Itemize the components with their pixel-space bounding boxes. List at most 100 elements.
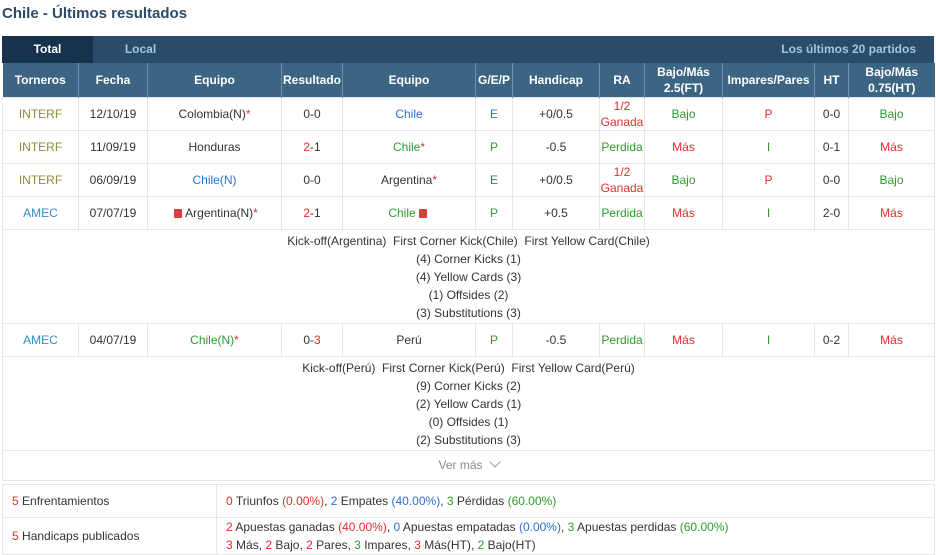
ht-score-cell: 0-2 — [814, 322, 849, 357]
away-team-cell[interactable]: Chile — [342, 96, 476, 131]
ra-cell: Perdida — [599, 322, 645, 357]
away-team-cell[interactable]: Chile* — [342, 129, 476, 164]
home-score: 0 — [303, 106, 310, 121]
tab-total[interactable]: Total — [2, 36, 93, 63]
col-header: Equipo — [147, 63, 282, 97]
col-header: Bajo/Más 2.5(FT) — [644, 63, 723, 97]
wins-pct: (0.00%) — [282, 493, 325, 508]
away-team[interactable]: Chile — [392, 139, 421, 154]
home-team[interactable]: Argentina(N) — [185, 205, 254, 220]
handicap-cell: +0/0.5 — [512, 162, 600, 197]
home-team-cell[interactable]: Argentina(N)* — [147, 195, 282, 230]
score-cell[interactable]: 0-0 — [281, 162, 343, 197]
wins-count: 0 — [226, 493, 233, 508]
match-detail-stat: (3) Substitutions (3) — [416, 305, 521, 320]
away-team-cell[interactable]: Argentina* — [342, 162, 476, 197]
star-marker: * — [432, 172, 438, 187]
losses-label: Pérdidas — [456, 493, 505, 508]
home-team-cell[interactable]: Honduras — [147, 129, 282, 164]
league-cell[interactable]: AMEC — [2, 195, 79, 230]
away-team-cell[interactable]: Chile — [342, 195, 476, 230]
match-detail-stat: (4) Corner Kicks (1) — [416, 251, 521, 266]
league-cell[interactable]: INTERF — [2, 96, 79, 131]
over-under-cell: Más — [644, 322, 723, 357]
tab-local[interactable]: Local — [124, 42, 157, 56]
match-details-row: Kick-off(Argentina) First Corner Kick(Ch… — [2, 229, 935, 324]
match-row[interactable]: INTERF 12/10/19 Colombia(N)* 0-0 Chile E… — [2, 96, 935, 131]
ver-mas-button[interactable]: Ver más — [2, 449, 935, 481]
col-header: Torneros — [2, 63, 79, 97]
home-score: 0 — [303, 332, 310, 347]
score-separator: - — [310, 205, 314, 220]
away-team-cell[interactable]: Perú — [342, 322, 476, 357]
league-cell[interactable]: AMEC — [2, 322, 79, 357]
odd-even-cell: P — [722, 96, 815, 131]
league-cell[interactable]: INTERF — [2, 162, 79, 197]
red-card-icon — [174, 208, 183, 218]
odd-even-cell: P — [722, 162, 815, 197]
date-cell: 07/07/19 — [78, 195, 148, 230]
match-row[interactable]: AMEC 07/07/19 Argentina(N)* 2-1 Chile P … — [2, 195, 935, 230]
summary-label-text: Handicaps publicados — [22, 528, 140, 543]
tab-bar: Total Local Los últimos 20 partidos — [2, 36, 934, 63]
score-cell[interactable]: 0-0 — [281, 96, 343, 131]
home-score: 2 — [303, 205, 310, 220]
score-cell[interactable]: 2-1 — [281, 129, 343, 164]
col-header: Impares/Pares — [722, 63, 815, 97]
home-team[interactable]: Chile(N) — [192, 172, 237, 187]
ra-cell: 1/2 Ganada — [599, 96, 645, 131]
match-detail-stat: (2) Yellow Cards (1) — [415, 396, 522, 411]
away-team[interactable]: Chile — [395, 106, 423, 121]
ver-mas-label: Ver más — [438, 458, 483, 472]
home-team-cell[interactable]: Colombia(N)* — [147, 96, 282, 131]
date-cell: 12/10/19 — [78, 96, 148, 131]
chevron-down-icon — [488, 456, 501, 468]
summary-row-enfrentamientos: 5 Enfrentamientos 0 Triunfos (0.00%), 2 … — [2, 483, 935, 518]
match-details: Kick-off(Perú) First Corner Kick(Perú) F… — [2, 356, 935, 451]
home-team[interactable]: Chile(N) — [190, 332, 235, 347]
gep-cell: E — [475, 96, 513, 131]
last-20-matches-selector[interactable]: Los últimos 20 partidos — [781, 42, 916, 56]
summary-label: 5 Enfrentamientos — [2, 483, 217, 518]
league-cell[interactable]: INTERF — [2, 129, 79, 164]
score-cell[interactable]: 0-3 — [281, 322, 343, 357]
odd-even-cell: I — [722, 129, 815, 164]
score-cell[interactable]: 2-1 — [281, 195, 343, 230]
away-score: 0 — [314, 106, 321, 121]
ra-cell: Perdida — [599, 129, 645, 164]
col-header: G/E/P — [475, 63, 513, 97]
home-team-cell[interactable]: Chile(N) — [147, 162, 282, 197]
score-separator: - — [310, 172, 314, 187]
away-score: 1 — [314, 205, 321, 220]
home-team[interactable]: Colombia(N) — [178, 106, 246, 121]
gep-cell: P — [475, 322, 513, 357]
star-marker: * — [420, 139, 426, 154]
red-card-icon — [418, 208, 427, 218]
losses-pct: (60.00%) — [507, 493, 557, 508]
match-detail-stat: (1) Offsides (2) — [428, 287, 509, 302]
summary-values: 2 Apuestas ganadas (40.00%), 0 Apuestas … — [216, 516, 935, 555]
away-team[interactable]: Chile — [388, 205, 416, 220]
handicap-cell: +0.5 — [512, 195, 600, 230]
match-detail-firsts: Kick-off(Argentina) First Corner Kick(Ch… — [287, 233, 650, 248]
away-team[interactable]: Argentina — [380, 172, 433, 187]
col-header: Fecha — [78, 63, 148, 97]
match-row[interactable]: INTERF 06/09/19 Chile(N) 0-0 Argentina* … — [2, 162, 935, 197]
match-row[interactable]: INTERF 11/09/19 Honduras 2-1 Chile* P -0… — [2, 129, 935, 164]
ver-mas-row[interactable]: Ver más — [2, 449, 935, 481]
summary-table: 5 Enfrentamientos 0 Triunfos (0.00%), 2 … — [2, 483, 935, 555]
home-team[interactable]: Honduras — [188, 139, 241, 154]
home-score: 2 — [303, 139, 310, 154]
draws-pct: (40.00%) — [391, 493, 441, 508]
away-team[interactable]: Perú — [396, 332, 422, 347]
away-score: 3 — [314, 332, 321, 347]
match-row[interactable]: AMEC 04/07/19 Chile(N)* 0-3 Perú P -0.5 … — [2, 322, 935, 357]
home-team-cell[interactable]: Chile(N)* — [147, 322, 282, 357]
home-score: 0 — [303, 172, 310, 187]
match-detail-stat: (4) Yellow Cards (3) — [415, 269, 522, 284]
gep-cell: E — [475, 162, 513, 197]
table-header-row: Torneros Fecha Equipo Resultado Equipo G… — [2, 63, 935, 97]
col-header: Resultado — [281, 63, 343, 97]
ht-score-cell: 0-0 — [814, 162, 849, 197]
match-detail-firsts: Kick-off(Perú) First Corner Kick(Perú) F… — [302, 360, 635, 375]
